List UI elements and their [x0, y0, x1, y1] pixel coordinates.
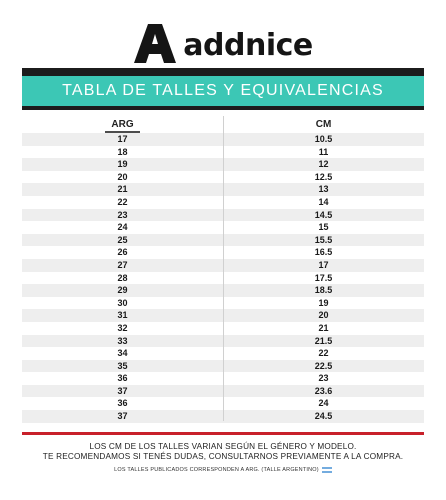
brand-logo: addnice [0, 18, 446, 68]
cell-arg: 28 [117, 272, 128, 283]
column-divider [223, 116, 224, 421]
cell-arg: 22 [117, 196, 128, 207]
cell-cm: 22.5 [314, 360, 333, 371]
footer-divider [22, 432, 424, 435]
cell-cm: 15 [318, 222, 329, 233]
cell-cm: 18.5 [314, 285, 333, 296]
cell-arg: 21 [117, 184, 128, 195]
cell-arg: 36 [117, 398, 128, 409]
cell-arg: 32 [117, 322, 128, 333]
cell-cm: 14.5 [314, 209, 333, 220]
cell-cm: 23 [318, 373, 329, 384]
cell-cm: 11 [318, 146, 329, 157]
cell-arg: 20 [117, 171, 128, 182]
size-table: ARG CM 17 10.5 18 11 19 12 20 12.5 21 13 22 14 23 14.… [22, 116, 424, 423]
cell-cm: 15.5 [314, 234, 333, 245]
cell-arg: 34 [117, 348, 128, 359]
cell-arg: 37 [117, 385, 128, 396]
table-header: ARG CM [22, 116, 424, 133]
cell-arg: 26 [117, 247, 128, 258]
cell-cm: 13 [318, 184, 329, 195]
cell-arg: 30 [117, 297, 128, 308]
cell-cm: 12 [318, 159, 329, 170]
cell-cm: 19 [318, 297, 329, 308]
brand-name: addnice [183, 27, 313, 63]
cell-cm: 10.5 [314, 134, 333, 144]
cell-cm: 17.5 [314, 272, 333, 283]
table-title: TABLA DE TALLES Y EQUIVALENCIAS [62, 82, 384, 99]
addnice-logo-icon [134, 24, 177, 63]
column-header-arg: ARG [22, 116, 223, 133]
cell-arg: 31 [117, 310, 128, 321]
cell-arg: 23 [117, 209, 128, 220]
footer-note-line2: TE RECOMENDAMOS SI TENÉS DUDAS, CONSULTA… [42, 452, 404, 461]
footer-note-line1: LOS CM DE LOS TALLES VARIAN SEGÚN EL GÉN… [89, 442, 357, 451]
cell-arg: 27 [117, 259, 128, 270]
cell-cm: 22 [318, 348, 329, 359]
cell-arg: 18 [117, 146, 128, 157]
footer-note-text: LOS TALLES PUBLICADOS CORRESPONDEN A ARG… [114, 467, 319, 473]
cell-arg: 37 [117, 411, 128, 422]
argentina-flag-icon [321, 467, 332, 473]
cell-cm: 21 [318, 322, 329, 333]
cell-arg: 24 [117, 222, 128, 233]
table-title-banner: TABLA DE TALLES Y EQUIVALENCIAS [22, 76, 424, 106]
cell-arg: 19 [117, 159, 128, 170]
cell-arg: 33 [117, 335, 128, 346]
cell-cm: 16.5 [314, 247, 333, 258]
cell-arg: 35 [117, 360, 128, 371]
cell-arg: 29 [117, 285, 128, 296]
cell-cm: 23.6 [314, 385, 333, 396]
cell-cm: 24.5 [314, 411, 333, 422]
cell-arg: 17 [117, 134, 128, 144]
footer-note-line3: LOS TALLES PUBLICADOS CORRESPONDEN A ARG… [0, 467, 446, 473]
column-header-cm: CM [315, 119, 332, 130]
cell-cm: 24 [318, 398, 329, 409]
cell-cm: 20 [318, 310, 329, 321]
cell-cm: 14 [318, 196, 329, 207]
cell-arg: 36 [117, 373, 128, 384]
cell-cm: 21.5 [314, 335, 333, 346]
cell-cm: 12.5 [314, 171, 333, 182]
cell-cm: 17 [318, 259, 329, 270]
cell-arg: 25 [117, 234, 128, 245]
